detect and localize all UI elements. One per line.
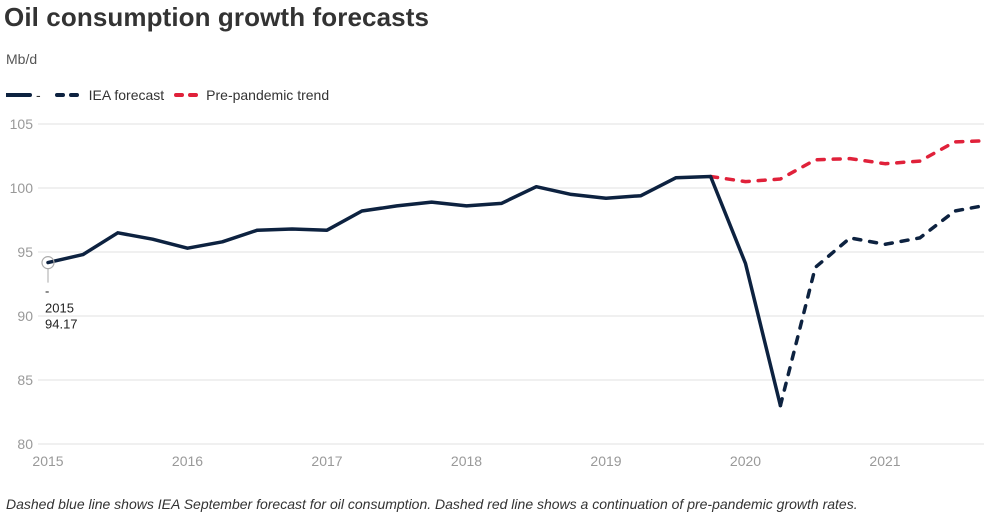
data-point[interactable] (813, 265, 817, 269)
legend-label-actual: - (36, 87, 41, 103)
x-tick-label: 2016 (172, 453, 203, 469)
data-point[interactable] (744, 180, 748, 184)
data-point[interactable] (639, 194, 643, 198)
data-point[interactable] (674, 176, 678, 180)
data-point[interactable] (569, 192, 573, 196)
legend-dotted-red-icon (174, 93, 203, 97)
y-tick-label: 105 (10, 116, 34, 132)
series-line-pre-pandemic-trend[interactable] (708, 139, 984, 184)
x-tick-label: 2019 (590, 453, 621, 469)
legend-item-iea-forecast[interactable]: IEA forecast (51, 87, 164, 103)
data-point[interactable] (395, 204, 399, 208)
series-lines (46, 139, 984, 408)
data-point[interactable] (918, 236, 922, 240)
legend-solid-line-icon (6, 93, 32, 97)
series-line-iea-forecast[interactable] (778, 203, 984, 408)
x-tick-label: 2015 (32, 453, 63, 469)
data-point[interactable] (116, 231, 120, 235)
legend-item-pre-pandemic[interactable]: Pre-pandemic trend (174, 87, 329, 103)
data-point[interactable] (81, 253, 85, 257)
data-point[interactable] (744, 262, 748, 266)
data-point[interactable] (953, 140, 957, 144)
data-point[interactable] (325, 228, 329, 232)
chart-title: Oil consumption growth forecasts (4, 2, 430, 32)
data-point[interactable] (430, 200, 434, 204)
y-tick-label: 95 (17, 244, 33, 260)
annotation-year: 2015 (45, 301, 74, 316)
data-point[interactable] (186, 246, 190, 250)
gridlines (38, 123, 984, 445)
y-tick-label: 80 (17, 436, 33, 452)
chart-caption: Dashed blue line shows IEA September for… (6, 496, 858, 512)
series-line-actual[interactable] (46, 174, 783, 408)
data-point[interactable] (883, 242, 887, 246)
data-point[interactable] (255, 228, 259, 232)
data-point[interactable] (46, 261, 50, 265)
data-point[interactable] (465, 204, 469, 208)
data-point[interactable] (778, 177, 782, 181)
data-point[interactable] (848, 157, 852, 161)
data-point[interactable] (604, 196, 608, 200)
legend-label-pre-pandemic: Pre-pandemic trend (206, 87, 330, 103)
x-tick-label: 2020 (730, 453, 761, 469)
data-point[interactable] (953, 209, 957, 213)
x-axis-ticks: 2015 2016 2017 2018 2019 2020 2021 (32, 453, 900, 469)
annotation-series-label: - (45, 284, 49, 299)
y-tick-label: 100 (10, 180, 34, 196)
x-tick-label: 2017 (311, 453, 342, 469)
annotation-value: 94.17 (45, 317, 78, 332)
data-point[interactable] (848, 236, 852, 240)
x-tick-label: 2018 (451, 453, 482, 469)
unit-label: Mb/d (6, 51, 38, 67)
legend: - IEA forecast Pre-pandemic trend (6, 87, 339, 103)
data-point[interactable] (151, 237, 155, 241)
y-axis-ticks: 80 85 90 95 100 105 (10, 116, 34, 452)
data-point[interactable] (360, 209, 364, 213)
x-tick-label: 2021 (869, 453, 900, 469)
data-point[interactable] (813, 158, 817, 162)
y-tick-label: 90 (17, 308, 33, 324)
data-point[interactable] (883, 162, 887, 166)
data-point[interactable] (290, 227, 294, 231)
data-point[interactable] (499, 201, 503, 205)
legend-dotted-blue-icon (54, 93, 83, 97)
annotation-marker[interactable] (41, 256, 55, 270)
legend-label-iea-forecast: IEA forecast (88, 87, 165, 103)
hover-annotation: - 2015 94.17 (41, 256, 78, 332)
data-point[interactable] (534, 185, 538, 189)
data-point[interactable] (709, 174, 713, 178)
data-point[interactable] (220, 240, 224, 244)
data-point[interactable] (778, 404, 782, 408)
legend-item-actual[interactable]: - (6, 87, 41, 103)
y-tick-label: 85 (17, 372, 33, 388)
data-point[interactable] (918, 159, 922, 163)
